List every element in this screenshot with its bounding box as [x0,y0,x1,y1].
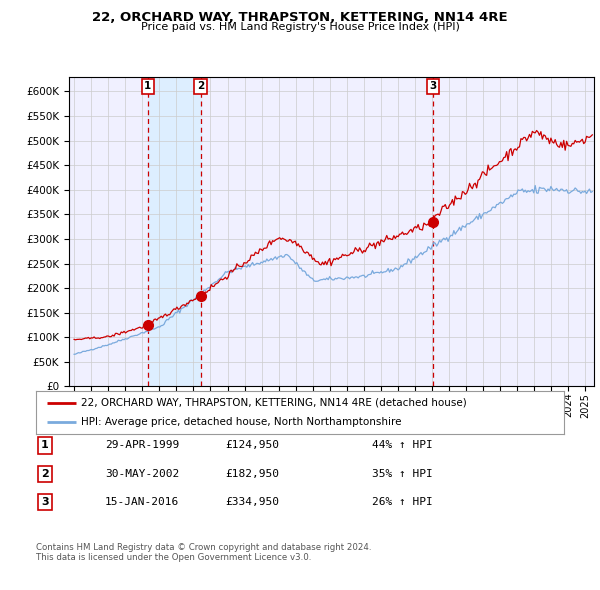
Text: 3: 3 [41,497,49,507]
Text: 22, ORCHARD WAY, THRAPSTON, KETTERING, NN14 4RE (detached house): 22, ORCHARD WAY, THRAPSTON, KETTERING, N… [81,398,467,408]
Text: 2: 2 [41,469,49,478]
Text: 35% ↑ HPI: 35% ↑ HPI [372,469,433,478]
Text: 2: 2 [197,81,204,91]
Text: 29-APR-1999: 29-APR-1999 [105,441,179,450]
Text: £182,950: £182,950 [225,469,279,478]
Text: 15-JAN-2016: 15-JAN-2016 [105,497,179,507]
Text: This data is licensed under the Open Government Licence v3.0.: This data is licensed under the Open Gov… [36,553,311,562]
Bar [148,77,200,386]
Text: 26% ↑ HPI: 26% ↑ HPI [372,497,433,507]
Text: 1: 1 [144,81,152,91]
Text: £124,950: £124,950 [225,441,279,450]
Text: 44% ↑ HPI: 44% ↑ HPI [372,441,433,450]
Text: Contains HM Land Registry data © Crown copyright and database right 2024.: Contains HM Land Registry data © Crown c… [36,543,371,552]
Text: HPI: Average price, detached house, North Northamptonshire: HPI: Average price, detached house, Nort… [81,417,401,427]
Text: £334,950: £334,950 [225,497,279,507]
Text: 22, ORCHARD WAY, THRAPSTON, KETTERING, NN14 4RE: 22, ORCHARD WAY, THRAPSTON, KETTERING, N… [92,11,508,24]
Text: 3: 3 [429,81,436,91]
Text: 1: 1 [41,441,49,450]
Text: 30-MAY-2002: 30-MAY-2002 [105,469,179,478]
Text: Price paid vs. HM Land Registry's House Price Index (HPI): Price paid vs. HM Land Registry's House … [140,22,460,32]
